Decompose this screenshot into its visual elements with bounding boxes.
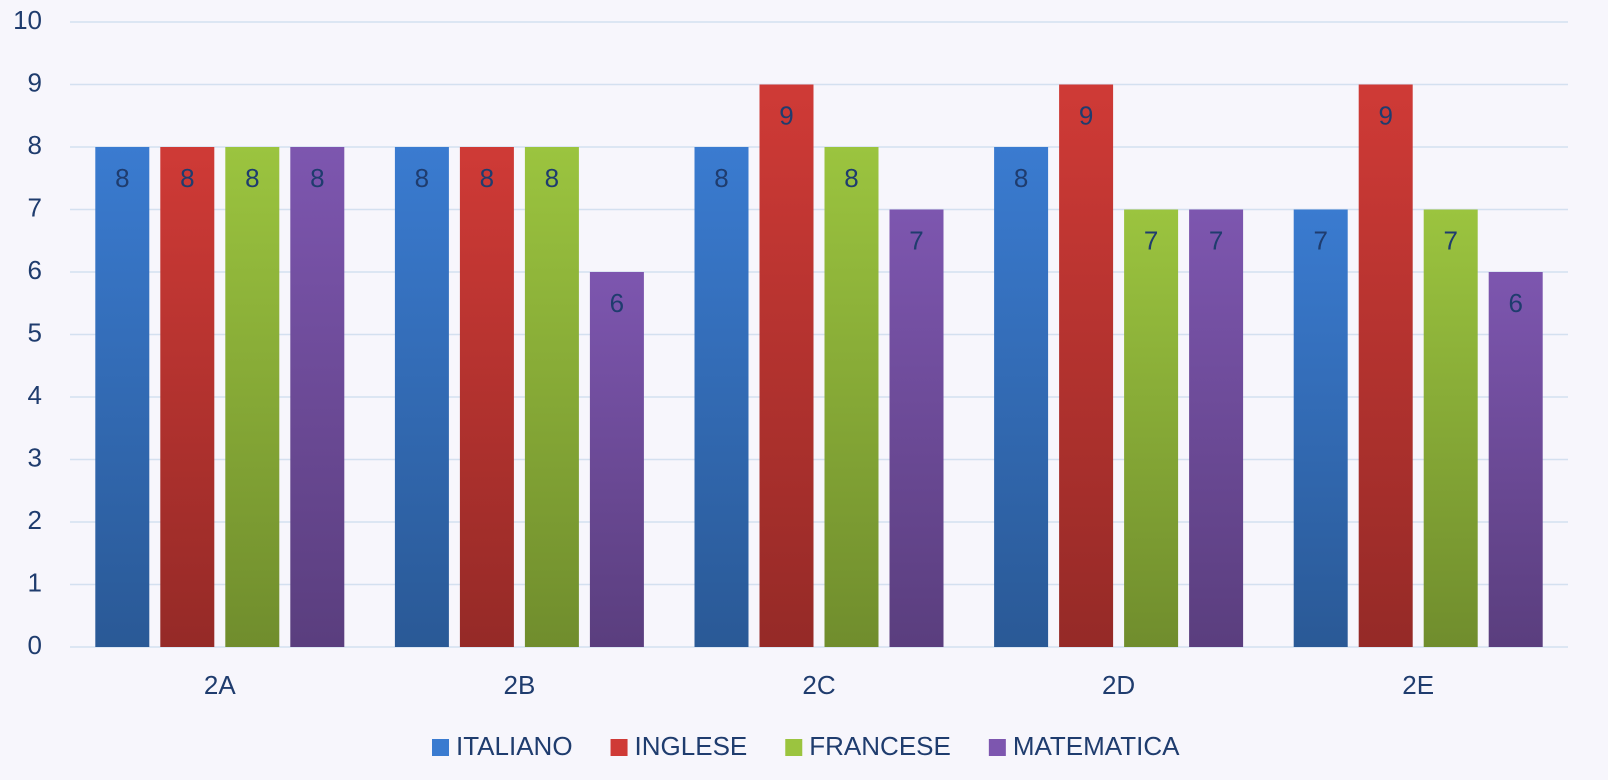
bar <box>824 147 879 647</box>
bar <box>290 147 345 647</box>
data-label: 6 <box>1508 288 1522 318</box>
data-label: 8 <box>844 163 858 193</box>
legend-swatch <box>610 739 628 756</box>
y-tick-label: 2 <box>28 505 42 535</box>
legend-label: ITALIANO <box>456 731 573 761</box>
data-label: 8 <box>714 163 728 193</box>
data-label: 9 <box>779 100 793 130</box>
bar <box>1189 209 1244 647</box>
legend-label: FRANCESE <box>809 731 951 761</box>
bar <box>1293 209 1348 647</box>
data-label: 8 <box>545 163 559 193</box>
legend-swatch <box>785 739 803 756</box>
bar <box>1423 209 1478 647</box>
data-label: 8 <box>480 163 494 193</box>
legend-swatch <box>988 739 1006 756</box>
bar <box>524 147 579 647</box>
y-tick-label: 9 <box>28 67 42 97</box>
y-tick-label: 0 <box>28 630 42 660</box>
data-label: 8 <box>180 163 194 193</box>
data-label: 9 <box>1079 100 1093 130</box>
data-label: 7 <box>1313 225 1327 255</box>
bar <box>994 147 1049 647</box>
bar <box>95 147 150 647</box>
y-tick-label: 1 <box>28 567 42 597</box>
bar <box>589 272 644 647</box>
bar <box>1358 84 1413 647</box>
data-label: 7 <box>909 225 923 255</box>
legend-swatch <box>432 739 449 756</box>
x-tick-label: 2B <box>503 670 535 700</box>
x-tick-label: 2D <box>1102 670 1135 700</box>
x-tick-label: 2C <box>802 670 835 700</box>
data-label: 6 <box>610 288 624 318</box>
data-label: 8 <box>1014 163 1028 193</box>
data-label: 8 <box>245 163 259 193</box>
legend-label: MATEMATICA <box>1013 731 1180 761</box>
data-label: 8 <box>310 163 324 193</box>
y-tick-label: 10 <box>13 5 42 35</box>
bar <box>225 147 280 647</box>
data-label: 7 <box>1144 225 1158 255</box>
y-tick-label: 5 <box>28 317 42 347</box>
bar <box>160 147 215 647</box>
y-tick-label: 3 <box>28 442 42 472</box>
y-tick-label: 4 <box>28 380 42 410</box>
y-tick-label: 8 <box>28 130 42 160</box>
bar <box>394 147 449 647</box>
bar <box>1124 209 1179 647</box>
data-label: 8 <box>415 163 429 193</box>
data-label: 8 <box>115 163 129 193</box>
data-label: 9 <box>1378 100 1392 130</box>
bar <box>694 147 749 647</box>
legend-label: INGLESE <box>635 731 748 761</box>
bar <box>1488 272 1543 647</box>
y-tick-label: 7 <box>28 192 42 222</box>
bar <box>459 147 514 647</box>
data-label: 7 <box>1209 225 1223 255</box>
bar <box>759 84 814 647</box>
x-tick-label: 2E <box>1402 670 1434 700</box>
x-tick-label: 2A <box>204 670 236 700</box>
data-label: 7 <box>1443 225 1457 255</box>
bar <box>889 209 944 647</box>
bar <box>1059 84 1114 647</box>
y-tick-label: 6 <box>28 255 42 285</box>
